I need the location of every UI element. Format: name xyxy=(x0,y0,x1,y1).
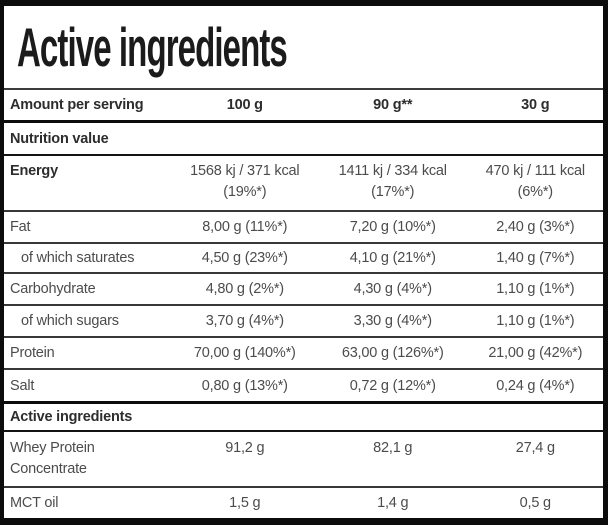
table-row-mct-oil: MCT oil 1,5 g 1,4 g 0,5 g xyxy=(4,486,603,518)
row-label: Fat xyxy=(10,219,31,235)
section-header-active-ingredients: Active ingredients xyxy=(4,401,603,430)
value-cell: 2,40 g (3%*) xyxy=(496,219,575,235)
value-cell: 4,50 g (23%*) xyxy=(201,250,288,266)
row-label: of which sugars xyxy=(21,313,119,329)
row-label: Protein xyxy=(10,345,55,361)
value-cell: 91,2 g xyxy=(225,440,265,456)
section-title: Nutrition value xyxy=(10,130,109,147)
table-row-protein: Protein 70,00 g (140%*) 63,00 g (126%*) … xyxy=(4,336,603,368)
table-row-fat: Fat 8,00 g (11%*) 7,20 g (10%*) 2,40 g (… xyxy=(4,210,603,242)
value-cell: 70,00 g (140%*) xyxy=(193,345,296,361)
value-cell: 1,4 g xyxy=(377,495,409,511)
value-cell: 3,70 g (4%*) xyxy=(205,313,284,329)
value-cell: 21,00 g (42%*) xyxy=(488,345,583,361)
header-col-30g: 30 g xyxy=(521,97,550,113)
header-col-90g: 90 g** xyxy=(373,97,413,113)
row-label: of which saturates xyxy=(21,250,135,266)
amount-per-serving-header-row: Amount per serving 100 g 90 g** 30 g xyxy=(4,90,603,120)
value-cell: 1,10 g (1%*) xyxy=(496,313,575,329)
title-block: Active ingredients xyxy=(4,6,603,90)
value-cell: 8,00 g (11%*) xyxy=(202,219,288,235)
section-title: Active ingredients xyxy=(10,409,133,425)
table-row-carbohydrate: Carbohydrate 4,80 g (2%*) 4,30 g (4%*) 1… xyxy=(4,272,603,304)
row-label: MCT oil xyxy=(10,495,59,511)
value-cell: 1,40 g (7%*) xyxy=(496,250,575,266)
value-cell: 3,30 g (4%*) xyxy=(353,313,432,329)
page-title: Active ingredients xyxy=(17,16,288,78)
table-row-salt: Salt 0,80 g (13%*) 0,72 g (12%*) 0,24 g … xyxy=(4,368,603,401)
row-label: Energy xyxy=(10,163,58,179)
value-cell: 0,72 g (12%*) xyxy=(349,377,436,394)
section-header-nutrition-value: Nutrition value xyxy=(4,120,603,154)
value-cell: 7,20 g (10%*) xyxy=(349,219,436,235)
value-cell: 82,1 g xyxy=(373,440,413,456)
value-cell: 470 kj / 111 kcal (6%*) xyxy=(468,156,603,205)
header-label: Amount per serving xyxy=(10,97,144,113)
value-cell: 1411 kj / 334 kcal (17%*) xyxy=(318,156,468,205)
value-cell: 4,30 g (4%*) xyxy=(353,281,432,297)
value-cell: 1,5 g xyxy=(229,495,261,511)
value-cell: 0,5 g xyxy=(519,495,551,511)
value-cell: 4,10 g (21%*) xyxy=(349,250,436,266)
energy-value-90g: 1411 kj / 334 kcal xyxy=(338,163,447,179)
header-col-100g: 100 g xyxy=(226,97,263,113)
value-cell: 1568 kj / 371 kcal (19%*) xyxy=(172,156,318,205)
row-label: Salt xyxy=(10,377,35,394)
energy-value-100g: 1568 kj / 371 kcal xyxy=(190,163,300,179)
value-cell: 1,10 g (1%*) xyxy=(496,281,575,297)
table-row-saturates: of which saturates 4,50 g (23%*) 4,10 g … xyxy=(4,242,603,272)
value-cell: 27,4 g xyxy=(515,440,555,456)
energy-value-30g: 470 kj / 111 kcal xyxy=(485,163,585,179)
energy-percent-30g: (6%*) xyxy=(517,184,553,200)
table-row-sugars: of which sugars 3,70 g (4%*) 3,30 g (4%*… xyxy=(4,304,603,336)
value-cell: 63,00 g (126%*) xyxy=(341,345,444,361)
energy-percent-90g: (17%*) xyxy=(371,184,415,200)
energy-percent-100g: (19%*) xyxy=(223,184,267,200)
value-cell: 0,80 g (13%*) xyxy=(201,377,288,394)
value-cell: 0,24 g (4%*) xyxy=(496,377,575,394)
value-cell: 4,80 g (2%*) xyxy=(205,281,284,297)
row-label: Whey Protein Concentrate xyxy=(10,440,95,477)
table-row-energy: Energy 1568 kj / 371 kcal (19%*) 1411 kj… xyxy=(4,154,603,210)
table-row-whey-protein-concentrate: Whey Protein Concentrate 91,2 g 82,1 g 2… xyxy=(4,430,603,486)
row-label: Carbohydrate xyxy=(10,281,96,297)
